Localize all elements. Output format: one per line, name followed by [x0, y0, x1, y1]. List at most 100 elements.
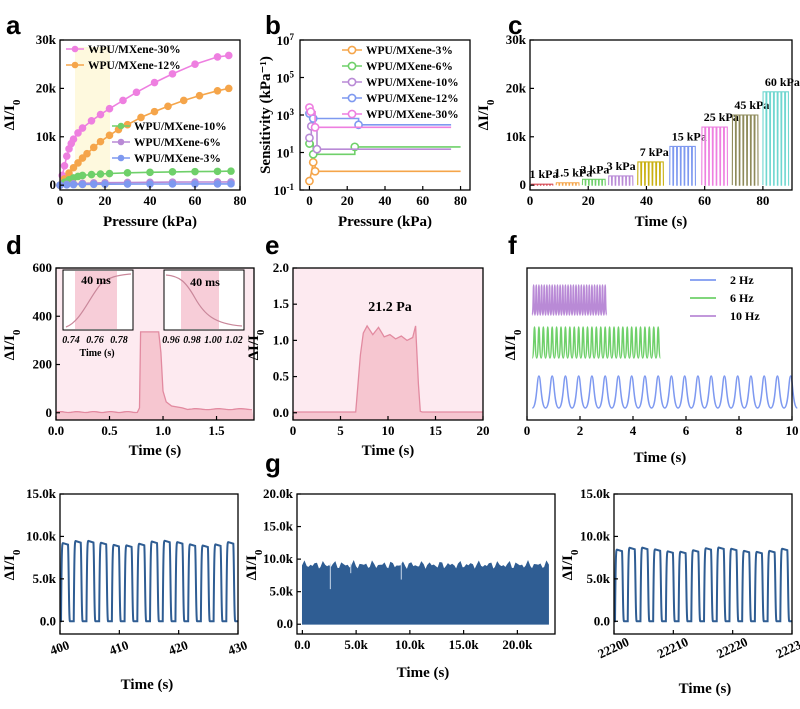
x-tick-label: 22210 — [655, 634, 691, 661]
data-point — [132, 88, 141, 97]
inset-tick-label: 0.78 — [110, 335, 128, 346]
y-tick-label: 20k — [506, 80, 527, 95]
x-tick-label: 0 — [57, 193, 64, 208]
axes-frame — [296, 493, 556, 635]
y-tick-label: 5.0k — [587, 571, 611, 586]
legend-marker — [347, 93, 357, 103]
data-point — [150, 78, 159, 87]
x-axis-label-c: Time (s) — [635, 214, 688, 230]
plot-area-g2 — [301, 560, 549, 625]
x-tick-label: 20 — [582, 193, 595, 208]
x-tick-label: 0 — [527, 193, 534, 208]
x-tick-label: 0 — [290, 423, 297, 438]
x-tick-label: 60 — [416, 193, 429, 208]
y-tick-label: 0.0 — [273, 405, 289, 420]
pressure-label: 25 kPa — [704, 110, 739, 124]
chart-g1: 400 410 420 430 0.0 5.0k 10.0k 15.0k Time (s) Δ… — [2, 486, 249, 693]
y-tick-label: 200 — [33, 357, 53, 372]
data-point — [227, 180, 235, 188]
data-point — [308, 157, 318, 167]
data-point — [78, 124, 87, 132]
x-axis-label-a: Pressure (kPa) — [103, 214, 197, 230]
chart-e: 0 5 10 15 20 0.0 0.5 1.0 1.5 2.0 21.2 Pa Time (s)… — [246, 260, 490, 459]
y-tick-label: 10.0k — [26, 528, 57, 543]
legend-label: WPU/MXene-12% — [366, 93, 459, 105]
x-tick-label: 20 — [477, 423, 490, 438]
data-point — [213, 167, 222, 176]
cycle-signal — [60, 539, 238, 623]
inset-tick-label: 1.00 — [204, 335, 222, 346]
y-tick-label: 10.0k — [580, 528, 611, 543]
data-point — [96, 137, 105, 146]
y-tick-label: 0 — [46, 405, 53, 420]
x-tick-label: 0 — [524, 423, 531, 438]
x-tick-label: 2 — [577, 423, 584, 438]
data-point — [105, 104, 114, 113]
axes-frame — [613, 493, 793, 635]
data-point — [119, 96, 127, 105]
x-tick-label: 0.0 — [48, 423, 64, 438]
y-tick-label: 20.0k — [263, 486, 294, 501]
data-point — [146, 168, 154, 177]
data-point — [227, 167, 235, 175]
x-tick-label: 5 — [337, 423, 344, 438]
pressure-label: 1 kPa — [529, 167, 558, 181]
plot-area-f — [531, 284, 799, 409]
pulse-area — [293, 325, 483, 420]
ticks-d: 0.0 0.5 1.0 1.5 0 200 400 600 — [33, 260, 226, 438]
data-point — [74, 129, 82, 137]
inset-x-label: Time (s) — [79, 348, 114, 359]
data-point — [168, 168, 177, 176]
ticks-g2: 0.0 5.0k 10.0k 15.0k 20.0k 0.0 5.0k 10.0k 15.0k 2… — [263, 486, 533, 652]
legend-label: WPU/MXene-3% — [134, 153, 221, 165]
legend-label: WPU/MXene-10% — [366, 77, 459, 89]
frequency-signal — [531, 284, 608, 316]
data-point — [78, 171, 87, 180]
legend-label: WPU/MXene-30% — [88, 44, 181, 56]
data-point — [312, 144, 322, 154]
y-tick-label: 15.0k — [26, 486, 57, 501]
y-axis-label-e: ΔI/I0 — [246, 329, 267, 360]
y-tick-label: 10k — [36, 129, 57, 144]
y-tick-label: 0.5 — [273, 369, 290, 384]
y-tick-label: 20k — [36, 80, 57, 95]
pressure-label: 60 kPa — [765, 75, 800, 89]
frequency-signal — [531, 375, 799, 409]
inset-tick-label: 0.76 — [86, 335, 104, 346]
inset-tick-label: 0.98 — [183, 335, 201, 346]
inset-tick-label: 0.74 — [62, 335, 80, 346]
legend-f: 2 Hz 6 Hz 10 Hz — [690, 273, 760, 323]
ticks-g1: 400 410 420 430 0.0 5.0k 10.0k 15.0k — [26, 486, 249, 658]
x-tick-label: 8 — [736, 423, 743, 438]
cycle-signal — [614, 546, 792, 623]
legend-label: 2 Hz — [730, 273, 754, 287]
pressure-label: 2 kPa — [580, 162, 609, 176]
y-tick-label: 15.0k — [580, 486, 611, 501]
data-point — [123, 120, 132, 129]
data-point — [78, 180, 87, 189]
data-point — [168, 180, 177, 188]
panel-label-f: f — [508, 230, 517, 260]
legend-label: WPU/MXene-30% — [366, 109, 459, 121]
chart-b: 0 20 40 60 80 10-1 101 103 105 107 Pressure (kPa)… — [258, 32, 471, 230]
data-point — [78, 154, 87, 162]
panel-label-e: e — [265, 230, 279, 260]
data-point — [310, 122, 320, 132]
legend-label: WPU/MXene-6% — [366, 61, 453, 73]
y-axis-label-c: ΔI/I0 — [476, 99, 497, 130]
x-tick-label: 80 — [234, 193, 247, 208]
inset-right: 40 ms 0.96 0.98 1.00 1.02 — [162, 269, 245, 346]
inset-tick-label: 0.96 — [162, 335, 180, 346]
y-axis-label-g1: ΔI/I0 — [2, 549, 23, 580]
data-point — [224, 84, 233, 93]
inset-curve — [165, 274, 243, 327]
inset-tick-label: 1.02 — [225, 335, 243, 346]
legend-marker — [117, 154, 125, 162]
x-tick-label: 20 — [99, 193, 112, 208]
x-tick-label: 10 — [382, 423, 395, 438]
data-point — [69, 180, 78, 189]
axes-frame — [59, 493, 239, 635]
data-point — [123, 180, 132, 188]
data-point — [69, 135, 78, 143]
long-term-signal — [301, 560, 549, 625]
